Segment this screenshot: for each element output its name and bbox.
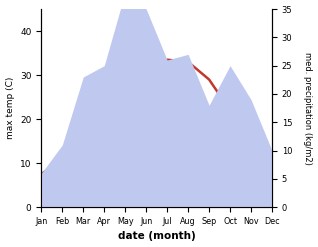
X-axis label: date (month): date (month) bbox=[118, 231, 196, 242]
Y-axis label: max temp (C): max temp (C) bbox=[5, 77, 15, 139]
Y-axis label: med. precipitation (kg/m2): med. precipitation (kg/m2) bbox=[303, 52, 313, 165]
